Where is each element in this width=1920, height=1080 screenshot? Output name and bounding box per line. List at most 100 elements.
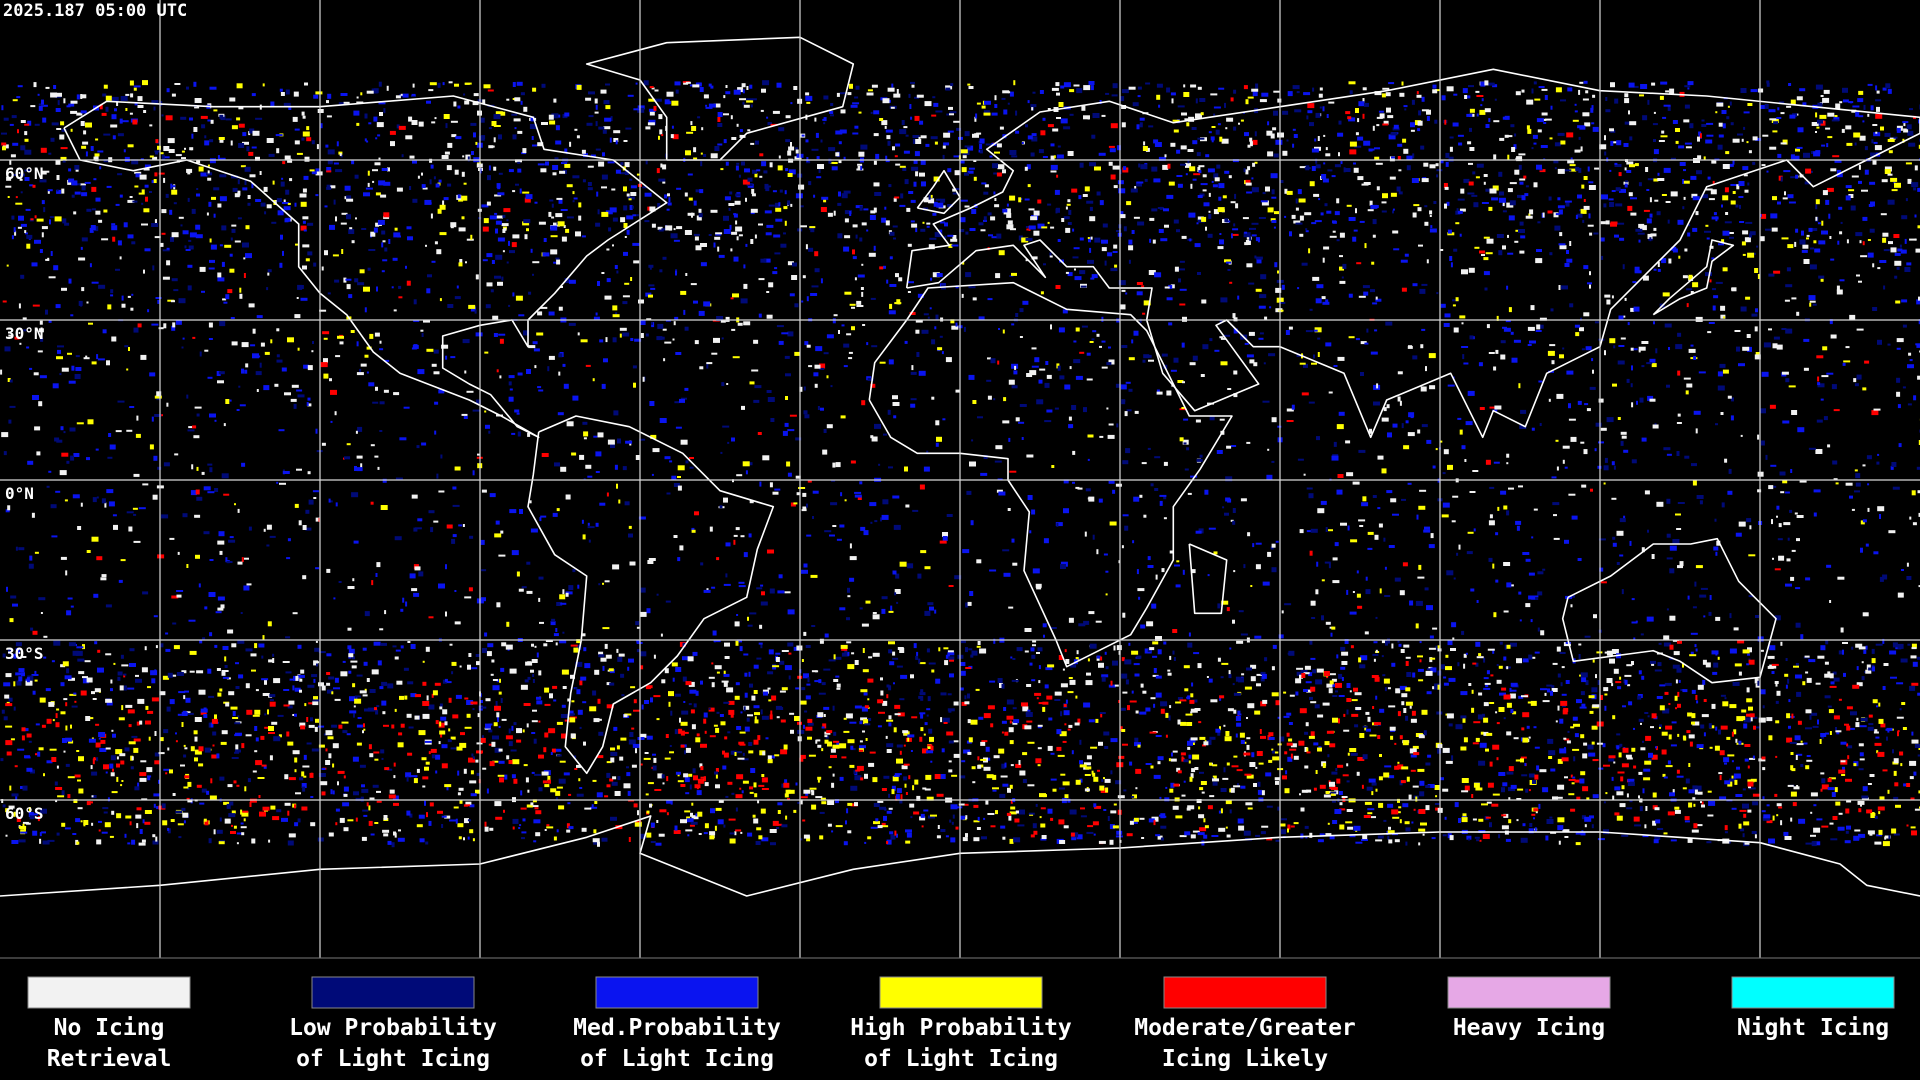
icing-pixel [1336,489,1343,495]
icing-pixel [1063,479,1069,484]
icing-pixel [1732,138,1740,143]
icing-pixel [1720,412,1724,415]
icing-pixel [143,110,147,113]
icing-pixel [595,104,598,110]
icing-pixel [1099,200,1104,206]
icing-pixel [1717,385,1725,391]
icing-pixel [482,259,488,262]
icing-pixel [102,329,107,334]
icing-pixel [333,597,336,600]
icing-pixel [1084,186,1090,192]
icing-pixel [1166,87,1171,93]
icing-pixel [1810,228,1818,231]
icing-pixel [875,153,880,159]
icing-pixel [1742,346,1750,351]
icing-pixel [583,431,589,437]
icing-pixel [736,123,739,127]
icing-pixel [1653,139,1656,142]
icing-pixel [40,104,48,107]
icing-pixel [1091,134,1096,139]
icing-pixel [391,286,394,289]
icing-pixel [700,161,703,167]
icing-pixel [1247,166,1251,171]
icing-pixel [30,218,34,221]
icing-pixel [1125,292,1128,295]
icing-pixel [870,521,873,524]
icing-pixel [1019,336,1023,338]
icing-pixel [1063,82,1071,88]
icing-pixel [931,114,937,117]
icing-pixel [1795,622,1801,628]
icing-pixel [595,222,601,227]
icing-pixel [913,181,917,187]
icing-pixel [1347,116,1352,120]
icing-pixel [738,174,741,178]
icing-pixel [548,355,555,360]
icing-pixel [829,161,834,164]
icing-pixel [932,96,936,99]
icing-pixel [520,92,525,96]
icing-pixel [1238,610,1244,613]
icing-pixel [413,299,417,305]
icing-pixel [1476,163,1484,168]
icing-pixel [454,621,461,625]
icing-pixel [633,108,641,111]
icing-pixel [609,137,612,143]
icing-pixel [429,158,433,163]
icing-pixel [1205,154,1210,158]
icing-pixel [1309,122,1314,127]
icing-pixel [327,93,332,99]
icing-pixel [1282,150,1288,156]
icing-pixel [508,169,514,173]
icing-pixel [627,196,635,200]
icing-pixel [1819,114,1827,119]
icing-pixel [412,160,417,164]
icing-pixel [1383,407,1387,412]
icing-pixel [553,98,557,103]
icing-pixel [1025,124,1028,128]
icing-pixel [1502,202,1505,207]
icing-pixel [1200,112,1204,116]
icing-pixel [1761,213,1767,219]
icing-pixel [976,102,981,105]
icing-pixel [823,198,827,203]
icing-pixel [830,114,834,117]
icing-pixel [1375,162,1383,165]
icing-pixel [861,291,864,297]
icing-pixel [1746,141,1749,144]
icing-pixel [1555,213,1560,216]
icing-pixel [1200,183,1208,186]
icing-pixel [1208,210,1211,213]
icing-pixel [1518,153,1526,156]
icing-pixel [1271,460,1275,463]
icing-pixel [603,126,611,130]
icing-pixel [1444,203,1447,209]
icing-pixel [849,556,857,561]
icing-pixel [1638,182,1642,187]
icing-pixel [1828,213,1831,219]
icing-pixel [1088,81,1095,85]
icing-pixel [1262,192,1266,195]
icing-pixel [551,203,554,208]
icing-pixel [302,525,307,530]
icing-pixel [1742,253,1746,256]
icing-pixel [1570,157,1573,161]
icing-pixel [1666,608,1669,611]
icing-pixel [317,109,324,113]
icing-pixel [329,500,333,503]
icing-pixel [926,222,931,225]
icing-pixel [188,245,194,250]
icing-pixel [1683,196,1686,200]
icing-pixel [556,602,563,606]
icing-pixel [736,236,739,241]
icing-pixel [335,355,341,358]
icing-pixel [241,342,249,348]
icing-pixel [575,231,581,237]
icing-pixel [171,189,178,195]
icing-pixel [20,191,23,194]
icing-pixel [1837,240,1840,245]
icing-pixel [236,409,240,411]
icing-pixel [244,180,247,185]
icing-pixel [1313,193,1320,197]
icing-pixel [747,624,753,627]
